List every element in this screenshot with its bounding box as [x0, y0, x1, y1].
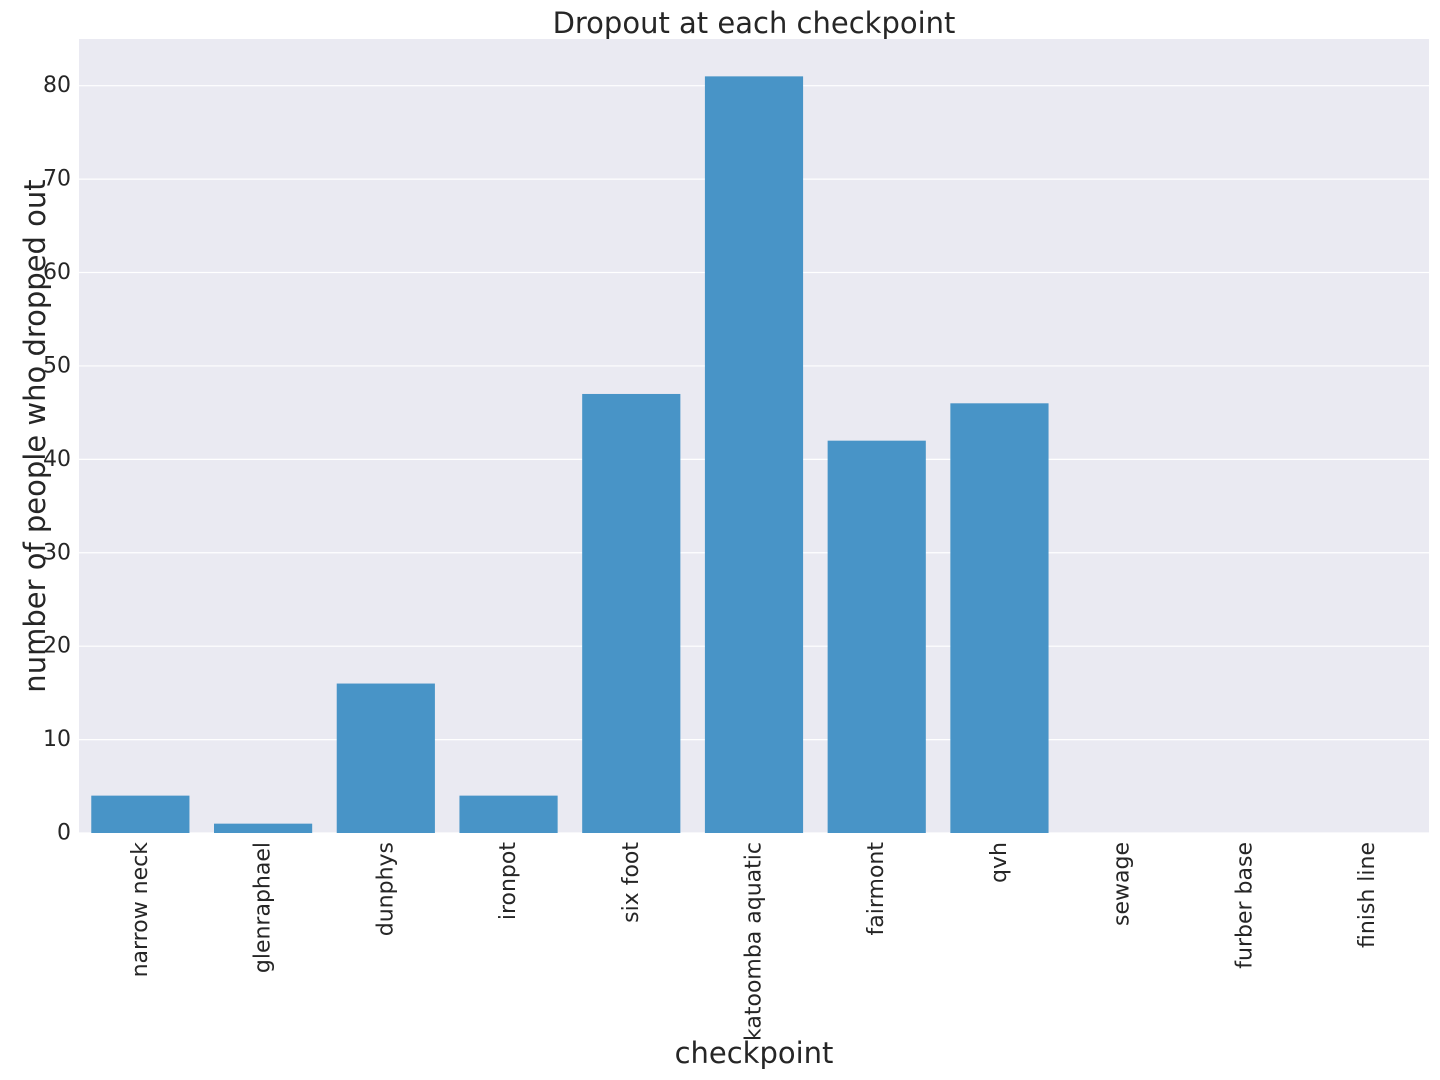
x-tick-label: fairmont	[864, 842, 889, 936]
y-tick-label: 10	[43, 727, 71, 752]
bar-qvh	[950, 403, 1049, 833]
y-tick-label: 0	[57, 821, 71, 846]
x-tick-label: finish line	[1355, 842, 1380, 948]
bar-ironpot	[459, 795, 558, 833]
y-tick-label: 40	[43, 447, 71, 472]
chart-title: Dropout at each checkpoint	[553, 6, 956, 40]
x-tick-labels: narrow neck glenraphael dunphys ironpot six …	[128, 842, 1380, 1041]
x-tick-label: glenraphael	[251, 842, 276, 973]
x-tick-label: ironpot	[496, 842, 521, 921]
x-tick-label: narrow neck	[128, 842, 153, 978]
bar-katoomba-aquatic	[704, 76, 804, 834]
y-tick-label: 80	[43, 73, 71, 98]
x-tick-label: furber base	[1232, 842, 1257, 969]
y-tick-label: 20	[43, 634, 71, 659]
y-tick-label: 30	[43, 540, 71, 565]
x-tick-label: katoomba aquatic	[742, 842, 767, 1041]
y-tick-labels: 0 10 20 30 40 50 60 70 80	[43, 73, 71, 845]
bar-six-foot	[582, 393, 681, 833]
x-tick-label: six foot	[619, 842, 644, 923]
x-tick-label: qvh	[987, 842, 1012, 883]
bars	[91, 76, 1049, 834]
bar-fairmont	[827, 440, 926, 833]
bar-narrow-neck	[91, 795, 190, 833]
x-tick-label: sewage	[1110, 842, 1135, 926]
x-tick-label: dunphys	[373, 842, 398, 936]
y-tick-label: 70	[43, 167, 71, 192]
bar-dunphys	[336, 683, 435, 833]
y-axis-label: number of people who dropped out	[18, 179, 52, 692]
bar-glenraphael	[214, 823, 313, 833]
x-axis-label: checkpoint	[675, 1036, 834, 1070]
y-tick-label: 50	[43, 353, 71, 378]
y-tick-label: 60	[43, 260, 71, 285]
